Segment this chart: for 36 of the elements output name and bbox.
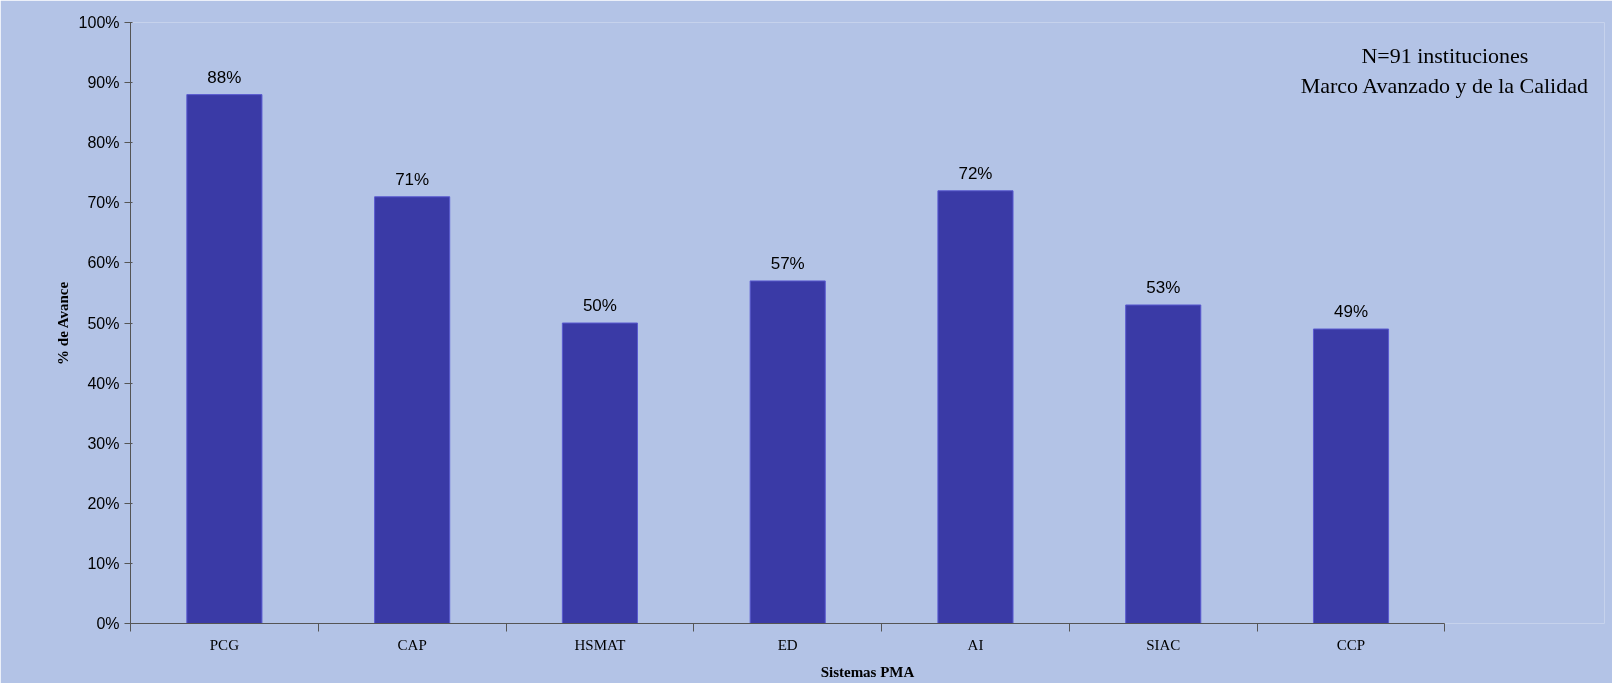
x-tick-label: HSMAT [574, 636, 626, 653]
y-tick-label: 90% [87, 74, 120, 92]
annotation: N=91 instituciones [1361, 42, 1529, 68]
x-axis-title: Sistemas PMA [820, 663, 915, 680]
bar [1125, 304, 1202, 624]
data-label: 57% [770, 253, 805, 273]
x-tick-label: AI [967, 636, 984, 653]
bar [374, 196, 451, 624]
x-tick-label: CAP [397, 636, 427, 653]
y-tick-label: 0% [96, 615, 120, 632]
data-label: 53% [1146, 277, 1181, 297]
y-tick-label: 100% [78, 14, 120, 31]
y-tick-label: 80% [87, 134, 120, 152]
y-tick-label: 50% [87, 314, 120, 332]
x-tick-label: ED [777, 636, 798, 653]
bar [749, 280, 826, 624]
x-tick-label: SIAC [1146, 636, 1181, 653]
data-label: 72% [958, 163, 993, 183]
x-tick-label: CCP [1336, 636, 1366, 653]
y-tick-label: 40% [87, 374, 120, 392]
annotation: Marco Avanzado y de la Calidad [1300, 72, 1588, 98]
y-tick-label: 60% [87, 254, 120, 272]
y-tick-label: 30% [87, 434, 120, 452]
data-label: 88% [207, 67, 242, 87]
y-tick-label: 20% [87, 494, 120, 512]
bar [561, 322, 638, 624]
y-tick-label: 10% [87, 554, 120, 572]
y-axis-title: % de Avance [54, 281, 71, 365]
data-label: 50% [582, 296, 617, 315]
y-tick-label: 70% [87, 194, 120, 212]
bar [1312, 328, 1390, 624]
bar [937, 190, 1014, 624]
bar [186, 94, 263, 624]
x-tick-label: PCG [209, 636, 240, 653]
data-label: 71% [395, 169, 430, 189]
data-label: 49% [1334, 302, 1369, 322]
